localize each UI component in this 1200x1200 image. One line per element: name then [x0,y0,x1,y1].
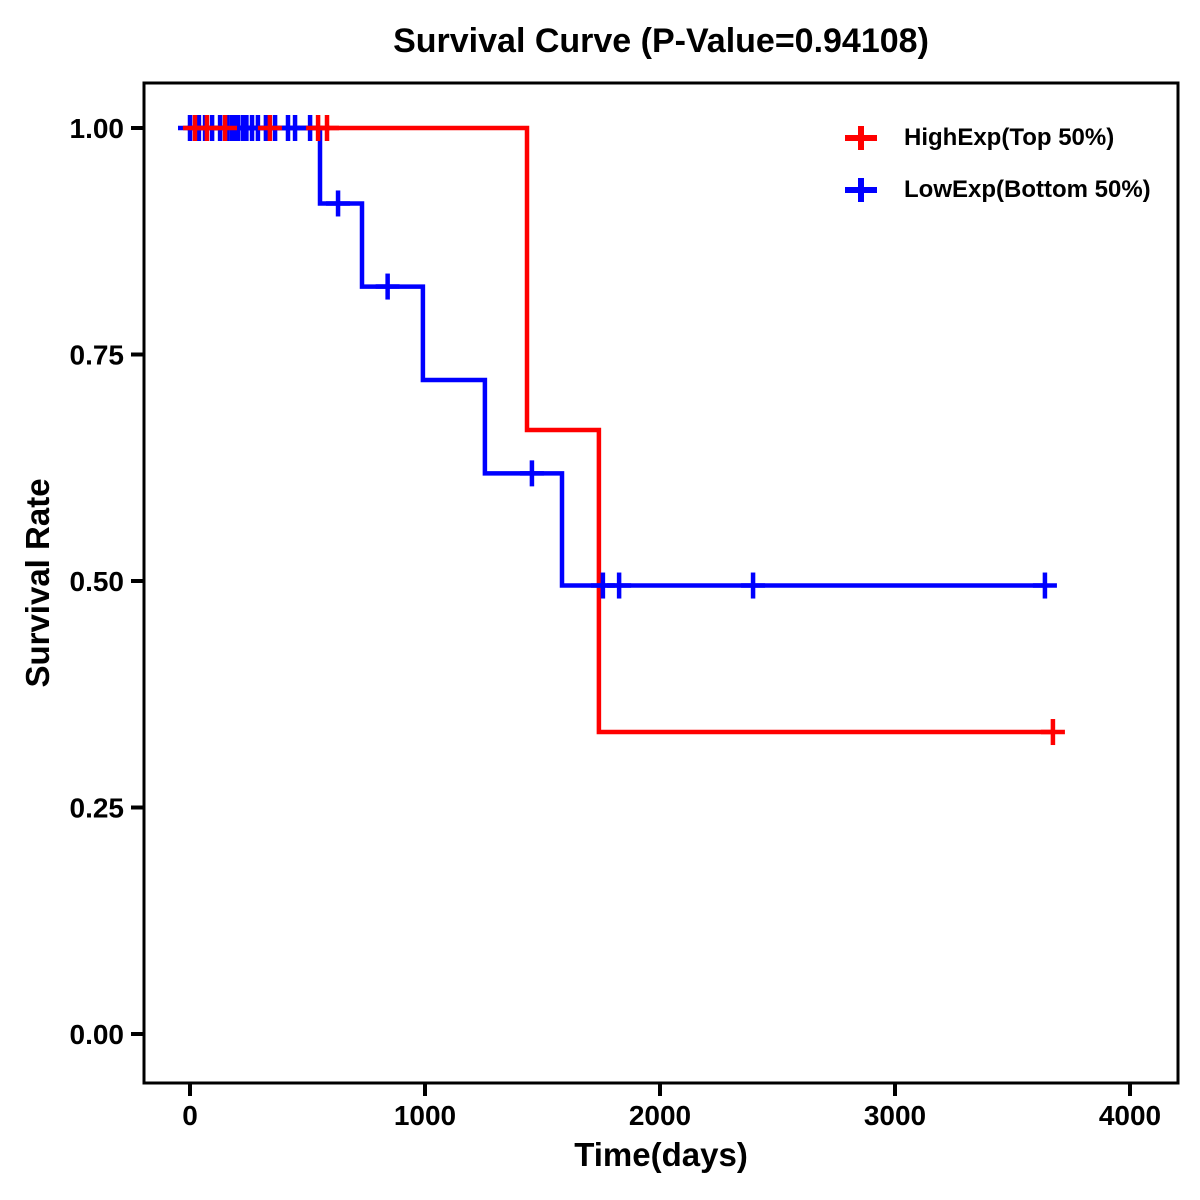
y-axis-title: Survival Rate [19,478,56,688]
y-axis-tick-label: 0.50 [70,566,125,597]
x-axis-tick-label: 4000 [1099,1100,1161,1131]
plot-border [142,81,1180,1085]
censor-marks-series-0 [182,115,1065,746]
plus-censor-icon [845,126,877,150]
legend-label-lowexp: LowExp(Bottom 50%) [904,176,1151,203]
survival-curve-series-1 [190,125,1045,588]
legend: HighExp(Top 50%) LowExp(Bottom 50%) [842,112,1151,216]
chart-title: Survival Curve (P-Value=0.94108) [393,22,929,60]
y-axis-tick-label: 0.00 [70,1019,125,1050]
plus-censor-icon [845,178,877,202]
x-axis-title: Time(days) [574,1136,748,1173]
survival-curve-series-0 [190,125,1053,735]
x-axis-tick-label: 1000 [394,1100,456,1131]
y-axis-tick-label: 1.00 [70,113,125,144]
legend-item-highexp: HighExp(Top 50%) [842,112,1151,164]
legend-item-lowexp: LowExp(Bottom 50%) [842,164,1151,216]
x-axis-tick-label: 0 [182,1100,198,1131]
legend-label-highexp: HighExp(Top 50%) [904,124,1115,151]
x-axis-tick-label: 3000 [864,1100,926,1131]
x-axis-tick-label: 2000 [629,1100,691,1131]
y-axis-tick-label: 0.25 [70,793,125,824]
y-axis-tick-label: 0.75 [70,340,125,371]
